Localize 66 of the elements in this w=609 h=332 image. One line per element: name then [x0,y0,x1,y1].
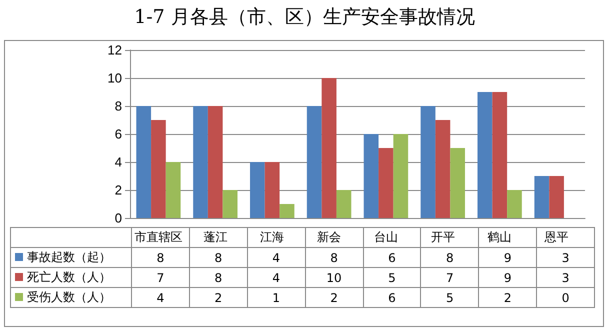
data-label: 3 [536,268,594,288]
x-tick-label: 新会 [317,230,342,244]
legend-label: 死亡人数（人） [27,270,111,284]
bar [136,106,152,218]
bar [322,78,336,218]
data-label: 4 [247,248,306,268]
bar [420,106,436,218]
x-tick-label: 江海 [260,230,284,244]
y-tick-label: 6 [114,126,122,142]
bar [336,190,352,218]
y-tick-label: 8 [114,98,122,114]
x-tick-label: 恩平 [544,230,569,244]
bar [280,204,294,218]
y-tick-label: 0 [114,210,122,226]
data-label: 8 [189,268,248,288]
data-label: 8 [189,248,248,268]
bar [193,106,208,218]
x-tick-label: 开平 [430,230,455,244]
data-label: 9 [478,248,537,268]
y-tick-label: 12 [108,42,122,58]
data-label: 6 [363,288,421,308]
data-label: 2 [478,288,537,308]
legend-label: 事故起数（起） [27,250,111,264]
bar [435,120,450,218]
bar [264,162,280,218]
y-tick-label: 10 [108,70,122,86]
bar [492,92,508,218]
y-tick-label: 2 [114,182,122,198]
bar [534,176,550,218]
chart-title: 1-7 月各县（市、区）生产安全事故情况 [133,5,476,30]
bar [364,134,379,218]
bar [450,148,465,218]
x-tick-label: 鹤山 [488,230,512,244]
data-label: 10 [305,268,363,288]
data-label: 5 [363,268,421,288]
bar [393,134,408,218]
x-tick-label: 蓬江 [203,230,228,244]
data-label: 7 [132,268,190,288]
legend-label: 受伤人数（人） [27,290,111,304]
bar [478,92,492,218]
data-label: 9 [478,268,537,288]
x-tick-label: 市直辖区 [134,230,182,244]
data-label: 3 [536,248,594,268]
bar [208,106,223,218]
data-label: 4 [132,288,190,308]
bar [378,148,394,218]
data-label: 8 [420,248,479,268]
data-label: 2 [189,288,248,308]
data-label: 4 [247,268,306,288]
bar [549,176,564,218]
y-tick-label: 4 [114,154,122,170]
data-label: 5 [420,288,479,308]
data-label: 8 [132,248,190,268]
bar [151,120,166,218]
data-label: 1 [247,288,306,308]
data-label: 6 [363,248,421,268]
data-label: 2 [305,288,363,308]
data-label: 8 [305,248,363,268]
x-tick-label: 台山 [374,230,398,244]
bar [250,162,265,218]
bar [306,106,322,218]
bar [222,190,238,218]
bar [166,162,181,218]
data-label: 0 [536,288,594,308]
bar [507,190,522,218]
data-label: 7 [420,268,479,288]
